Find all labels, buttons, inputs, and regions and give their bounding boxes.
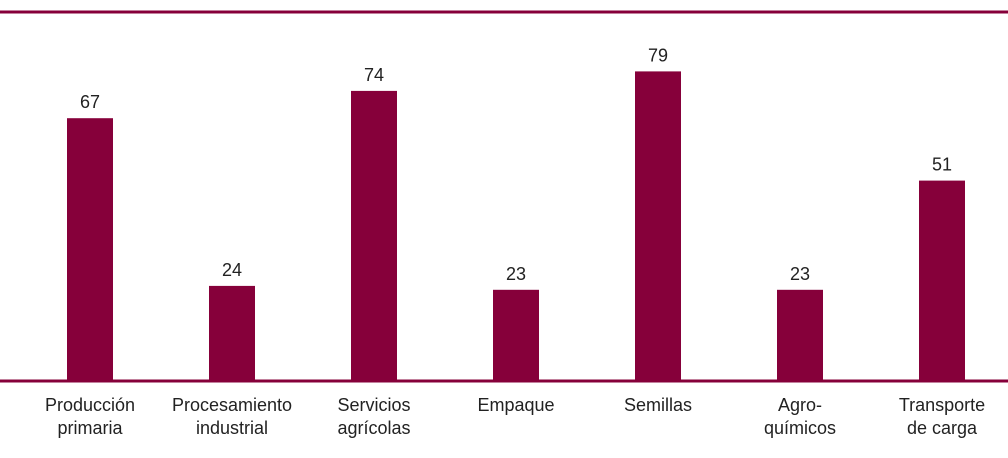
category-label-3: Servicios agrícolas bbox=[337, 395, 410, 438]
category-label-5-line-1: Semillas bbox=[624, 395, 692, 415]
category-label-2-line-1: Procesamiento bbox=[172, 395, 292, 415]
category-label-5: Semillas bbox=[624, 395, 692, 415]
category-label-2-line-2: industrial bbox=[196, 418, 268, 438]
value-label-6: 23 bbox=[790, 264, 810, 284]
bar-1 bbox=[67, 118, 113, 380]
value-label-2: 24 bbox=[222, 260, 242, 280]
category-label-1-line-1: Producción bbox=[45, 395, 135, 415]
bar-7 bbox=[919, 180, 965, 380]
bar-2 bbox=[209, 285, 255, 380]
category-label-7: Transporte de carga bbox=[899, 395, 985, 438]
category-label-2: Procesamiento industrial bbox=[172, 395, 292, 438]
category-label-3-line-2: agrícolas bbox=[337, 418, 410, 438]
category-label-4: Empaque bbox=[477, 395, 554, 415]
value-label-7: 51 bbox=[932, 155, 952, 175]
category-label-6-line-2: químicos bbox=[764, 418, 836, 438]
category-label-1: Producción primaria bbox=[45, 395, 135, 438]
value-label-3: 74 bbox=[364, 65, 384, 85]
category-label-7-line-1: Transporte bbox=[899, 395, 985, 415]
category-labels-group: Producción primaria Procesamiento industria… bbox=[45, 395, 985, 438]
bar-5 bbox=[635, 71, 681, 380]
category-label-4-line-1: Empaque bbox=[477, 395, 554, 415]
category-label-6-line-1: Agro- bbox=[778, 395, 822, 415]
bar-4 bbox=[493, 289, 539, 380]
bars-group bbox=[67, 71, 965, 380]
bar-3 bbox=[351, 90, 397, 380]
value-label-4: 23 bbox=[506, 264, 526, 284]
category-label-3-line-1: Servicios bbox=[337, 395, 410, 415]
value-label-1: 67 bbox=[80, 92, 100, 112]
category-label-6: Agro-químicos bbox=[764, 395, 836, 438]
category-label-1-line-2: primaria bbox=[57, 418, 123, 438]
bar-6 bbox=[777, 289, 823, 380]
category-label-7-line-2: de carga bbox=[907, 418, 978, 438]
value-label-5: 79 bbox=[648, 45, 668, 65]
value-labels-group: 67 24 74 23 79 23 51 bbox=[80, 45, 952, 283]
